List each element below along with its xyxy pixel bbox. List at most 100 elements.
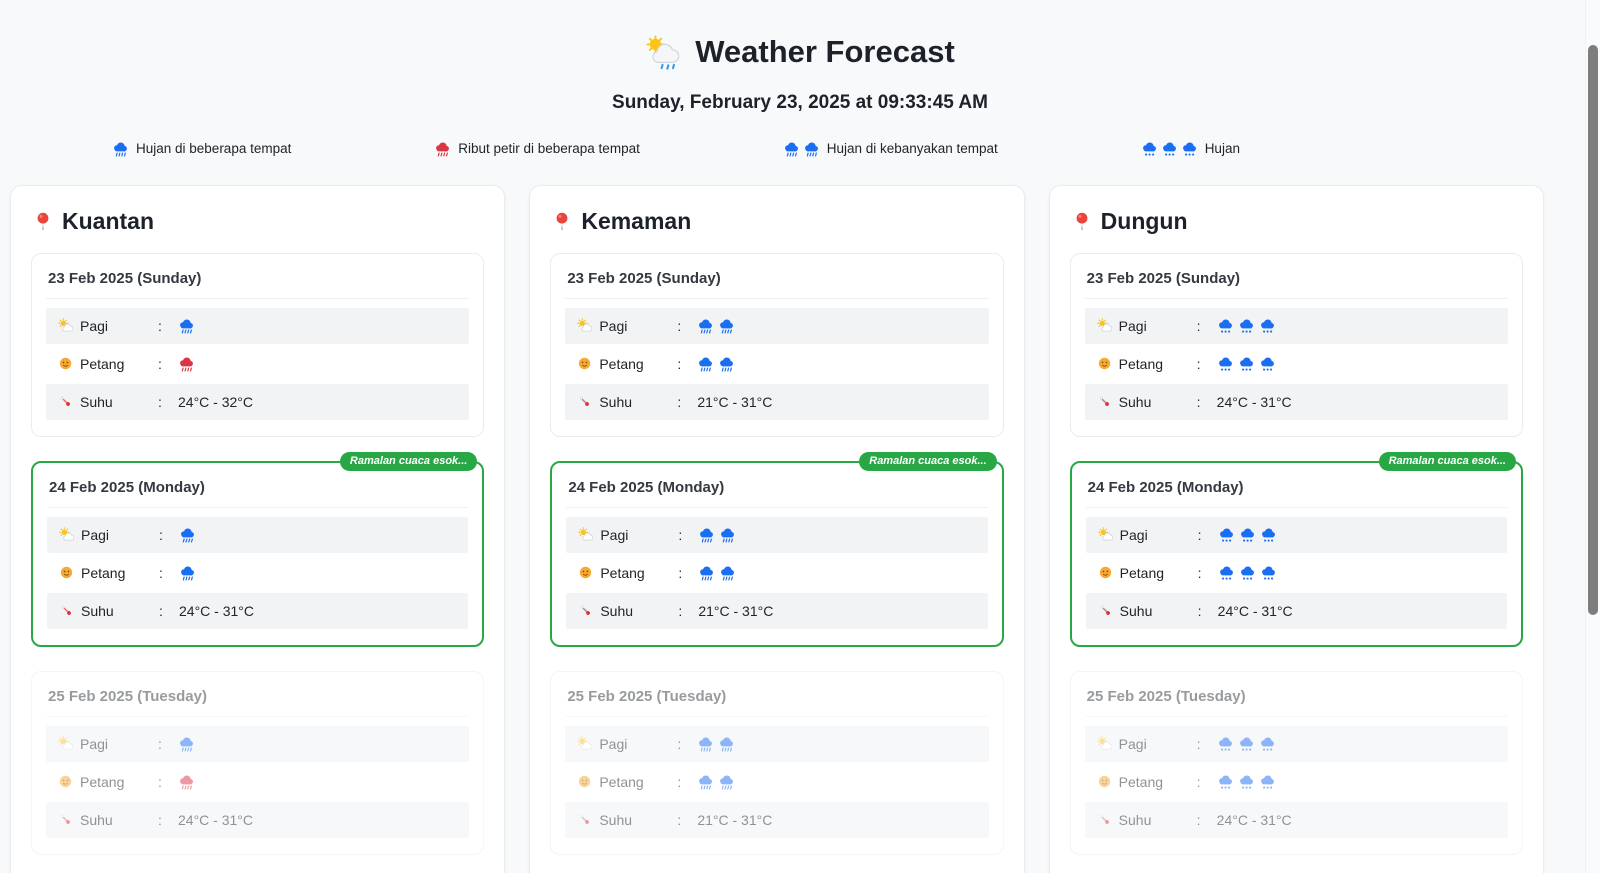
legend-label: Ribut petir di beberapa tempat (458, 140, 640, 156)
day-title: 25 Feb 2025 (Tuesday) (565, 686, 989, 717)
row-pagi: Pagi : (565, 307, 989, 344)
row-label-petang: Petang (1097, 356, 1197, 372)
row-label-petang: Petang (58, 774, 158, 790)
row-label-pagi: Pagi (58, 318, 158, 334)
temperature-value: 21°C - 31°C (697, 393, 773, 410)
colon-separator: : (1196, 773, 1201, 790)
colon-separator: : (158, 811, 162, 828)
row-pagi: Pagi : (1084, 725, 1508, 762)
day-title: 24 Feb 2025 (Monday) (566, 477, 988, 508)
sun-behind-cloud-icon (59, 527, 74, 541)
legend-label: Hujan di beberapa tempat (136, 140, 292, 156)
row-pagi: Pagi : (46, 307, 470, 344)
thermometer-icon (1098, 395, 1110, 408)
petang-weather-icons (178, 355, 195, 372)
forecast-day-sunday: 23 Feb 2025 (Sunday) Pagi : Petang : Suh… (550, 252, 1004, 437)
legend-item-rain-some-places: Hujan di beberapa tempat (112, 140, 291, 157)
row-suhu: Suhu : 24°C - 31°C (1084, 801, 1508, 838)
row-label-pagi: Pagi (577, 736, 677, 752)
sun-behind-cloud-icon (578, 527, 594, 541)
colon-separator: : (1196, 393, 1201, 410)
row-pagi: Pagi : (46, 725, 470, 762)
thermometer-icon (59, 395, 72, 408)
temperature-value: 24°C - 32°C (178, 393, 254, 410)
pagi-weather-icons (178, 735, 195, 752)
vertical-scrollbar[interactable] (1585, 0, 1600, 873)
forecast-day-monday-highlighted: Ramalan cuaca esok... 24 Feb 2025 (Monda… (31, 451, 485, 647)
sun-behind-cloud-icon (58, 736, 73, 750)
sun-behind-cloud-icon (1096, 736, 1112, 750)
row-label-suhu: Suhu (58, 812, 158, 828)
colon-separator: : (678, 564, 683, 581)
row-suhu: Suhu : 24°C - 31°C (1085, 592, 1507, 629)
row-suhu: Suhu : 21°C - 31°C (566, 592, 988, 629)
temperature-value: 24°C - 31°C (1216, 393, 1292, 410)
petang-weather-icons (1218, 564, 1277, 581)
page-header: Weather Forecast Sunday, February 23, 20… (0, 0, 1600, 114)
evening-face-icon (1098, 357, 1111, 370)
day-title: 23 Feb 2025 (Sunday) (565, 268, 989, 299)
petang-weather-icons (1217, 773, 1276, 790)
forecast-day-sunday: 23 Feb 2025 (Sunday) Pagi : Petang : Suh… (31, 252, 485, 437)
pagi-weather-icons (1217, 735, 1276, 752)
thermometer-icon (579, 395, 591, 408)
row-label-suhu: Suhu (1097, 394, 1197, 410)
row-pagi: Pagi : (566, 516, 988, 553)
scrollbar-thumb[interactable] (1588, 45, 1598, 615)
temperature-value: 21°C - 31°C (697, 811, 773, 828)
petang-weather-icons (697, 773, 735, 790)
sun-behind-cloud-icon (58, 318, 73, 332)
page-title: Weather Forecast (0, 33, 1600, 71)
day-title: 23 Feb 2025 (Sunday) (46, 268, 470, 299)
evening-face-icon (59, 775, 72, 788)
colon-separator: : (677, 735, 682, 752)
row-pagi: Pagi : (565, 725, 989, 762)
temperature-value: 24°C - 31°C (179, 602, 255, 619)
thermometer-icon (59, 813, 72, 826)
colon-separator: : (158, 393, 162, 410)
pagi-weather-icons (1217, 317, 1276, 334)
forecast-day-sunday: 23 Feb 2025 (Sunday) Pagi : Petang : Suh… (1069, 252, 1523, 437)
city-name: Kemaman (581, 207, 692, 234)
sun-behind-rain-cloud-icon (646, 35, 680, 70)
petang-weather-icons (697, 355, 735, 372)
row-label-petang: Petang (578, 565, 678, 581)
day-title: 25 Feb 2025 (Tuesday) (1084, 686, 1508, 717)
row-label-pagi: Pagi (577, 318, 677, 334)
city-title: Kemaman (552, 208, 1003, 235)
rain-cloud-icon (112, 140, 129, 157)
row-petang: Petang : (47, 555, 468, 591)
thermometer-icon (60, 604, 73, 617)
row-petang: Petang : (565, 346, 988, 382)
pagi-weather-icons (178, 317, 195, 334)
pagi-weather-icons (697, 735, 735, 752)
petang-weather-icons (178, 773, 195, 790)
colon-separator: : (678, 602, 683, 619)
evening-face-icon (60, 566, 73, 579)
colon-separator: : (1197, 526, 1202, 543)
row-suhu: Suhu : 21°C - 31°C (565, 383, 989, 420)
page-datetime: Sunday, February 23, 2025 at 09:33:45 AM (612, 91, 988, 113)
colon-separator: : (677, 317, 682, 334)
forecast-day-tuesday-faded: 25 Feb 2025 (Tuesday) Pagi : Petang : Su… (31, 670, 485, 855)
temperature-value: 24°C - 31°C (1216, 811, 1292, 828)
row-pagi: Pagi : (47, 516, 469, 553)
thermometer-icon (1098, 813, 1110, 826)
legend-label: Hujan di kebanyakan tempat (826, 140, 998, 156)
row-label-petang: Petang (577, 774, 677, 790)
city-name: Kuantan (62, 207, 154, 234)
row-label-pagi: Pagi (59, 527, 159, 543)
thunderstorm-cloud-icon (434, 140, 451, 157)
thermometer-icon (580, 604, 592, 617)
evening-face-icon (578, 775, 591, 788)
sun-behind-cloud-icon (1096, 318, 1112, 332)
petang-weather-icons (1217, 355, 1276, 372)
row-label-petang: Petang (59, 565, 159, 581)
row-label-petang: Petang (1097, 774, 1197, 790)
row-petang: Petang : (1086, 555, 1507, 591)
colon-separator: : (159, 564, 163, 581)
row-suhu: Suhu : 24°C - 31°C (46, 801, 470, 838)
row-suhu: Suhu : 24°C - 31°C (1084, 383, 1508, 420)
pushpin-icon (37, 212, 49, 231)
tomorrow-forecast-badge: Ramalan cuaca esok... (339, 451, 478, 471)
